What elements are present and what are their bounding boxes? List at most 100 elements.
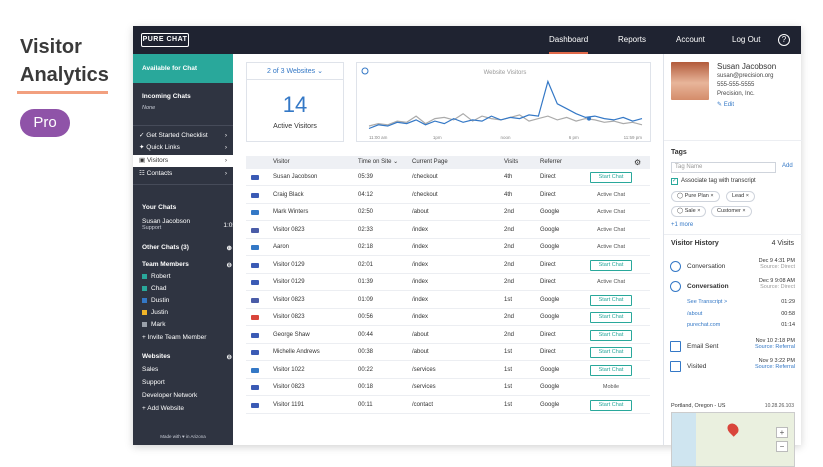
visitor-name[interactable]: Michelle Andrews (273, 349, 320, 355)
start-chat-button[interactable]: Start Chat (590, 347, 632, 358)
visitor-name[interactable]: Visitor 0129 (273, 261, 305, 268)
associate-tag-checkbox[interactable]: ✓ (671, 178, 678, 185)
tag-name-input[interactable]: Tag Name (671, 162, 776, 173)
nav-dashboard[interactable]: Dashboard (549, 26, 589, 54)
table-row[interactable]: Susan Jacobson 05:39/checkout 4th Direct Sta… (246, 169, 650, 186)
start-chat-button[interactable]: Start Chat (590, 312, 632, 323)
start-chat-button[interactable]: Start Chat (590, 399, 632, 411)
table-row[interactable]: Visitor 0823 02:33/index 2nd Google Active C… (246, 222, 650, 239)
sidebar-item-visitors[interactable]: ▣ Visitors › (133, 155, 233, 167)
country-flag-icon (251, 367, 259, 373)
remove-icon[interactable]: × (742, 208, 746, 214)
team-member-dustin[interactable]: Dustin (142, 297, 169, 304)
visitor-name[interactable]: Visitor 0823 (273, 296, 305, 303)
info-icon[interactable] (361, 67, 369, 75)
add-tag-button[interactable]: Add (782, 163, 793, 169)
col-current-page[interactable]: Current Page (412, 159, 448, 165)
purechat-logo[interactable]: PURE CHAT (141, 33, 189, 47)
team-member-robert[interactable]: Robert (142, 273, 171, 280)
zoom-in-button[interactable]: + (776, 427, 788, 438)
table-row[interactable]: Visitor 0823 01:09/index 1st Google Start Ch… (246, 292, 650, 309)
table-row[interactable]: Visitor 0129 02:01/index 2nd Direct Start Ch… (246, 257, 650, 274)
visitor-name[interactable]: Visitor 1022 (273, 366, 305, 373)
tag-customer[interactable]: Customer × (711, 206, 752, 217)
visitor-name[interactable]: Visitor 0823 (273, 314, 305, 320)
invite-team-member-link[interactable]: + Invite Team Member (142, 334, 207, 341)
website-sales[interactable]: Sales (142, 366, 159, 373)
table-row[interactable]: Visitor 0823 00:18/services 1st Google Mobil… (246, 379, 650, 396)
start-chat-button[interactable]: Start Chat (590, 364, 632, 376)
history-conversation-2[interactable]: Conversation Dec 9 9:08 AM Source: Direct (664, 278, 802, 296)
location-map[interactable]: + − (671, 412, 795, 467)
time-on-site: 00:11 (358, 401, 373, 408)
col-visitor[interactable]: Visitor (273, 159, 290, 165)
start-chat-button[interactable]: Start Chat (590, 172, 632, 183)
table-row[interactable]: Aaron 02:18/index 2nd Google Active Chat (246, 239, 650, 256)
website-support[interactable]: Support (142, 379, 165, 386)
visitor-name[interactable]: Visitor 1191 (273, 401, 305, 408)
remove-icon[interactable]: × (745, 193, 749, 199)
settings-gear-icon[interactable]: ⚙ (634, 158, 642, 167)
remove-icon[interactable]: × (697, 208, 701, 214)
history-visited[interactable]: Visited Nov 9 3:22 PM Source: Referral (664, 358, 802, 376)
edit-contact-link[interactable]: ✎ Edit (717, 102, 735, 108)
history-sub-page[interactable]: /about (687, 311, 703, 317)
table-row[interactable]: George Shaw 00:44/about 2nd Direct Start Cha… (246, 327, 650, 344)
visitor-name[interactable]: Mark Winters (273, 209, 309, 215)
col-referrer[interactable]: Referrer (540, 159, 563, 165)
table-row[interactable]: Michelle Andrews 00:38/about 1st Direct Star… (246, 344, 650, 361)
see-transcript-link[interactable]: See Transcript > (687, 299, 728, 305)
start-chat-button[interactable]: Start Chat (590, 294, 632, 306)
website-selector[interactable]: 2 of 3 Websites ⌄ (247, 63, 343, 80)
add-website-link[interactable]: + Add Website (142, 405, 184, 412)
col-time-on-site[interactable]: Time on Site ⌄ (358, 156, 398, 169)
visitor-name[interactable]: Craig Black (273, 191, 304, 198)
sidebar-item-contacts[interactable]: ☷ Contacts › (133, 168, 233, 180)
tag-lead[interactable]: Lead × (726, 191, 755, 202)
nav-logout[interactable]: Log Out (732, 35, 761, 44)
history-email-sent[interactable]: Email Sent Nov 10 2:18 PM Source: Referra… (664, 338, 802, 356)
visitor-name[interactable]: Visitor 0823 (273, 226, 305, 233)
zoom-out-button[interactable]: − (776, 441, 788, 452)
visitor-name[interactable]: Aaron (273, 244, 290, 250)
tag-sale[interactable]: ◯ Sale × (671, 206, 707, 217)
visitor-name[interactable]: George Shaw (273, 331, 310, 338)
availability-status[interactable]: Available for Chat (133, 54, 233, 83)
more-tags-link[interactable]: +1 more (671, 222, 694, 228)
table-row[interactable]: Visitor 0129 01:39/index 2nd Direct Active C… (246, 274, 650, 291)
country-flag-icon (251, 227, 259, 233)
tag-pure-plan[interactable]: ◯ Pure Plan × (671, 191, 720, 202)
start-chat-button[interactable]: Start Chat (590, 329, 632, 341)
table-row[interactable]: Visitor 1022 00:22/services 1st Google Start… (246, 362, 650, 379)
col-visits[interactable]: Visits (504, 159, 519, 165)
visitor-name[interactable]: Susan Jacobson (273, 174, 318, 180)
sidebar-item-quick-links[interactable]: ✦ Quick Links › (133, 142, 233, 154)
nav-reports[interactable]: Reports (618, 35, 647, 44)
nav-account[interactable]: Account (676, 35, 705, 44)
add-circle-icon: ⊕ (226, 245, 232, 252)
table-row[interactable]: Craig Black 04:12/checkout 4th Direct Active… (246, 187, 650, 204)
table-row[interactable]: Visitor 1191 00:11/contact 1st Google Start … (246, 397, 650, 414)
remove-icon[interactable]: × (710, 193, 714, 199)
history-date-text: Dec 9 9:08 AM (758, 278, 795, 284)
help-icon[interactable]: ? (778, 34, 790, 46)
websites-title: Websites (142, 353, 171, 360)
team-members-header[interactable]: Team Members ⊖ (142, 261, 232, 269)
table-row[interactable]: Mark Winters 02:50/about 2nd Google Active C… (246, 204, 650, 221)
team-member-chad[interactable]: Chad (142, 285, 167, 292)
sidebar-item-get-started[interactable]: ✓ Get Started Checklist › (133, 130, 233, 142)
visitor-name[interactable]: Visitor 0129 (273, 279, 305, 285)
other-chats-header[interactable]: Other Chats (3) ⊕ (142, 244, 232, 252)
table-row[interactable]: Visitor 0823 00:56/index 2nd Google Start Ch… (246, 309, 650, 326)
history-sub-page[interactable]: purechat.com (687, 322, 721, 328)
history-conversation-1[interactable]: Conversation Dec 9 4:31 PM Source: Direct (664, 258, 802, 276)
start-chat-button[interactable]: Start Chat (590, 259, 632, 271)
your-chat-item[interactable]: Susan Jacobson Support 1:05 (142, 218, 236, 231)
visitor-name[interactable]: Visitor 0823 (273, 384, 305, 390)
history-date: Nov 10 2:18 PM Source: Referral (755, 338, 795, 350)
referrer: Google (540, 209, 560, 215)
team-member-justin[interactable]: Justin (142, 309, 168, 316)
websites-header[interactable]: Websites ⊖ (142, 353, 232, 361)
team-member-mark[interactable]: Mark (142, 321, 165, 328)
website-developer-network[interactable]: Developer Network (142, 392, 198, 399)
